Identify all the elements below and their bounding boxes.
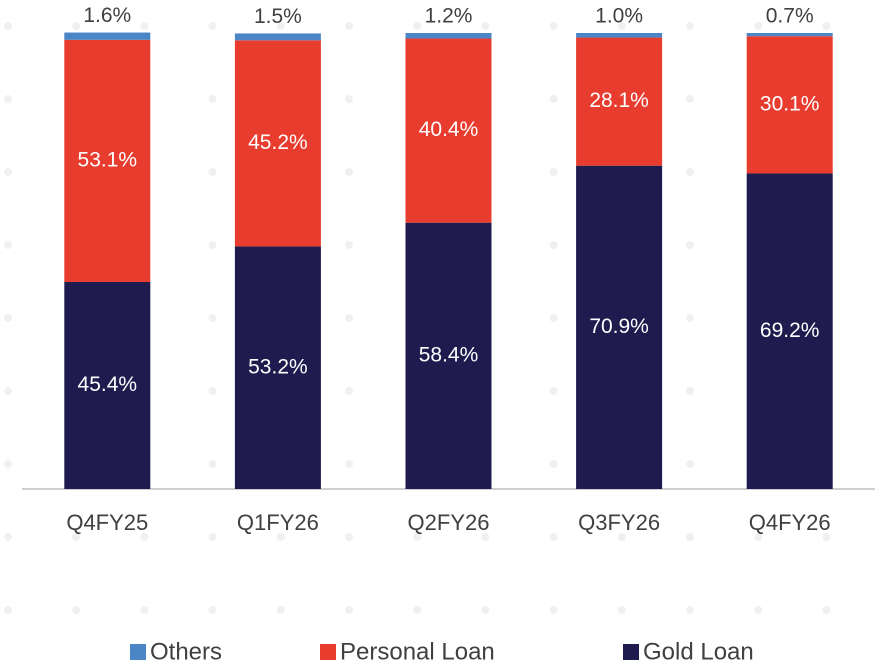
bar-segment: [746, 173, 833, 489]
data-label: 28.1%: [589, 89, 649, 112]
data-label: 45.2%: [248, 131, 308, 154]
data-label: 1.5%: [254, 5, 302, 28]
data-label: 69.2%: [760, 319, 820, 342]
data-label: 53.1%: [78, 148, 138, 171]
bar-segment: [405, 222, 492, 490]
data-label: 53.2%: [248, 355, 308, 378]
legend-label: Personal Loan: [340, 638, 495, 665]
data-label: 58.4%: [419, 343, 479, 366]
bar-segment: [746, 36, 833, 174]
bar-segment: [576, 165, 663, 490]
x-tick-label: Q2FY26: [408, 510, 490, 535]
bar-segment: [64, 32, 151, 40]
x-tick-label: Q4FY26: [749, 510, 831, 535]
x-tick-label: Q4FY25: [66, 510, 148, 535]
data-label: 45.4%: [78, 373, 138, 396]
legend-swatch: [623, 644, 639, 660]
bar-segment: [576, 33, 663, 38]
bar-segment: [405, 38, 492, 223]
data-label: 70.9%: [589, 315, 649, 338]
x-tick-label: Q1FY26: [237, 510, 319, 535]
x-tick-label: Q3FY26: [578, 510, 660, 535]
legend-swatch: [320, 644, 336, 660]
bar-segment: [234, 40, 321, 247]
data-label: 1.6%: [83, 4, 131, 27]
bar-segment: [746, 33, 833, 37]
legend-label: Gold Loan: [643, 638, 754, 665]
legend-swatch: [130, 644, 146, 660]
bar-segment: [234, 33, 321, 41]
data-label: 1.2%: [425, 5, 473, 28]
bar-segment: [576, 37, 663, 166]
data-label: 30.1%: [760, 92, 820, 115]
bar-segment: [405, 33, 492, 39]
data-label: 40.4%: [419, 118, 479, 141]
legend-label: Others: [150, 638, 222, 665]
bar-segment: [64, 281, 151, 489]
bar-segment: [64, 39, 151, 282]
data-label: 1.0%: [595, 5, 643, 28]
data-label: 0.7%: [766, 5, 814, 28]
bar-segment: [234, 246, 321, 489]
